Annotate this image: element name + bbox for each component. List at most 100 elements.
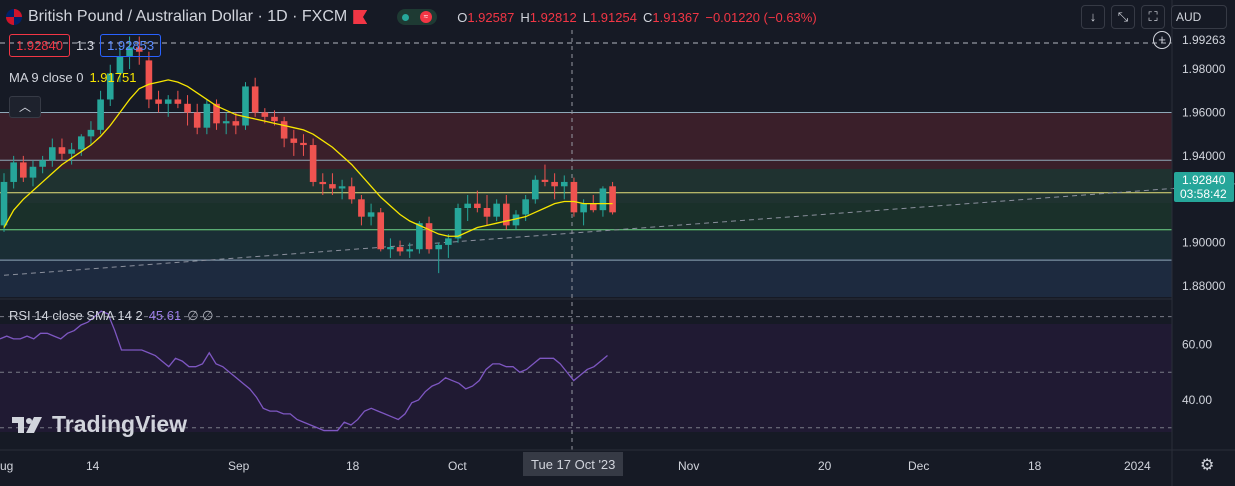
ma-value: 1.91751 xyxy=(89,70,137,85)
candle-body xyxy=(261,112,269,117)
rsi-legend[interactable]: RSI 14 close SMA 14 2 45.61 ∅ ∅ xyxy=(9,308,214,324)
time-tick-label: 20 xyxy=(818,459,832,473)
rsi-value: 45.61 xyxy=(148,308,182,323)
candle-body xyxy=(358,199,365,217)
price-tick-label: 1.94000 xyxy=(1182,149,1226,163)
flag-marker-icon[interactable] xyxy=(353,10,368,24)
candle-body xyxy=(483,208,491,217)
candle-body xyxy=(300,142,307,146)
candle-body xyxy=(280,121,288,139)
candle-body xyxy=(87,129,95,137)
rsi-label: RSI 14 close SMA 14 2 xyxy=(9,308,143,323)
low-value: 1.91254 xyxy=(589,9,637,25)
candle-body xyxy=(242,86,249,126)
symbol-title[interactable]: British Pound / Australian Dollar · 1D ·… xyxy=(28,8,348,25)
top-right-toolbar: ↓ ⤡ ⛶ AUD xyxy=(1081,5,1227,29)
candle-body xyxy=(454,208,462,239)
high-value: 1.92812 xyxy=(529,9,577,25)
rsi-line xyxy=(0,310,608,432)
settings-gear-icon[interactable]: ⚙ xyxy=(1200,457,1215,474)
price-axis[interactable]: 1.98000 1.96000 1.94000 1.90000 1.88000 xyxy=(1182,62,1226,293)
candle-body xyxy=(503,203,510,226)
top-price-label-bg xyxy=(1174,32,1232,48)
rsi-band xyxy=(0,324,1172,432)
collapse-arrows-icon[interactable]: ⤡ xyxy=(1111,5,1135,29)
fullscreen-icon[interactable]: ⛶ xyxy=(1141,5,1165,29)
spread-value: 1.3 xyxy=(76,38,95,53)
zone-mid xyxy=(0,169,1172,203)
candle-body xyxy=(106,73,114,100)
candle-body xyxy=(135,47,143,52)
time-tick-label: 18 xyxy=(1028,459,1042,473)
current-price-badge xyxy=(1174,172,1234,202)
time-tick-label: Oct xyxy=(448,459,467,473)
candle-body xyxy=(271,116,278,122)
tradingview-logo[interactable]: TradingView xyxy=(12,411,187,438)
candle-body xyxy=(609,186,616,213)
price-tick-label: 1.88000 xyxy=(1182,279,1226,293)
rsi-guides xyxy=(0,316,1172,429)
candle-body xyxy=(126,47,133,57)
time-tick-label: Sep xyxy=(228,459,250,473)
candle-body xyxy=(387,247,394,250)
download-arrow-icon[interactable]: ↓ xyxy=(1081,5,1105,29)
currency-select[interactable]: AUD xyxy=(1171,5,1227,29)
candle-body xyxy=(541,179,549,182)
collapse-legend-button[interactable]: ︿ xyxy=(9,96,41,118)
candle-body xyxy=(251,86,259,113)
trendline[interactable] xyxy=(3,112,1235,276)
candle-body xyxy=(232,121,240,126)
top-price-label: 1.99263 xyxy=(1182,33,1226,47)
market-wave-icon: ≈ xyxy=(419,11,432,23)
candle-body xyxy=(512,214,520,226)
candle-body xyxy=(435,244,442,250)
candle-body xyxy=(97,99,104,130)
candle-body xyxy=(589,203,597,211)
candle-body xyxy=(396,247,404,252)
buy-button[interactable]: 1.92853 xyxy=(100,34,162,57)
candle-body xyxy=(145,60,153,100)
candle-body xyxy=(39,160,46,167)
candle-body xyxy=(493,203,500,217)
candle-body xyxy=(406,249,414,252)
chevron-up-icon: ︿ xyxy=(18,100,31,114)
change-value: −0.01220 (−0.63%) xyxy=(705,9,817,25)
ma-legend[interactable]: MA 9 close 0 1.91751 xyxy=(9,70,136,85)
rsi-axis[interactable]: 60.00 40.00 xyxy=(1182,337,1212,407)
candle-body xyxy=(10,162,17,182)
candle-body xyxy=(203,103,211,128)
time-tick-label: Dec xyxy=(908,459,929,473)
candle-body xyxy=(155,99,162,104)
sell-button[interactable]: 1.92840 xyxy=(9,34,70,57)
candle-body xyxy=(367,212,375,217)
candle-body xyxy=(416,223,423,250)
candle-body xyxy=(222,121,230,124)
market-open-dot-icon xyxy=(402,13,410,21)
ma-label: MA 9 close 0 xyxy=(9,70,84,85)
price-tick-label: 1.90000 xyxy=(1182,236,1226,250)
tradingview-logo-text: TradingView xyxy=(52,411,188,437)
time-tick-label: 14 xyxy=(86,459,100,473)
time-axis[interactable]: ug 14 Sep 18 Oct Nov 20 Dec 18 2024 xyxy=(0,459,1151,473)
candle-body xyxy=(551,181,558,187)
candle-body xyxy=(184,103,191,113)
zone-support-lower xyxy=(0,231,1172,259)
current-price-label: 1.92840 xyxy=(1182,173,1226,187)
candle-body xyxy=(58,147,66,154)
candle-body xyxy=(49,147,56,161)
market-status-toggle[interactable]: ≈ xyxy=(397,9,438,25)
candle-body xyxy=(570,181,578,213)
crosshair-date-label: Tue 17 Oct '23 xyxy=(531,457,615,472)
candle-body xyxy=(290,138,298,143)
add-price-line-icon[interactable]: + xyxy=(1153,31,1171,49)
candle-body xyxy=(29,166,37,178)
candle-body xyxy=(116,56,124,74)
time-tick-label: ug xyxy=(0,459,13,473)
candle-body xyxy=(213,103,220,124)
candle-body xyxy=(0,181,8,226)
candle-body xyxy=(319,181,327,185)
candle-body xyxy=(522,199,529,215)
zone-support-bottom xyxy=(0,259,1172,297)
ohlc-values: O1.92587 H1.92812 L1.91254 C1.91367 −0.0… xyxy=(457,9,817,25)
